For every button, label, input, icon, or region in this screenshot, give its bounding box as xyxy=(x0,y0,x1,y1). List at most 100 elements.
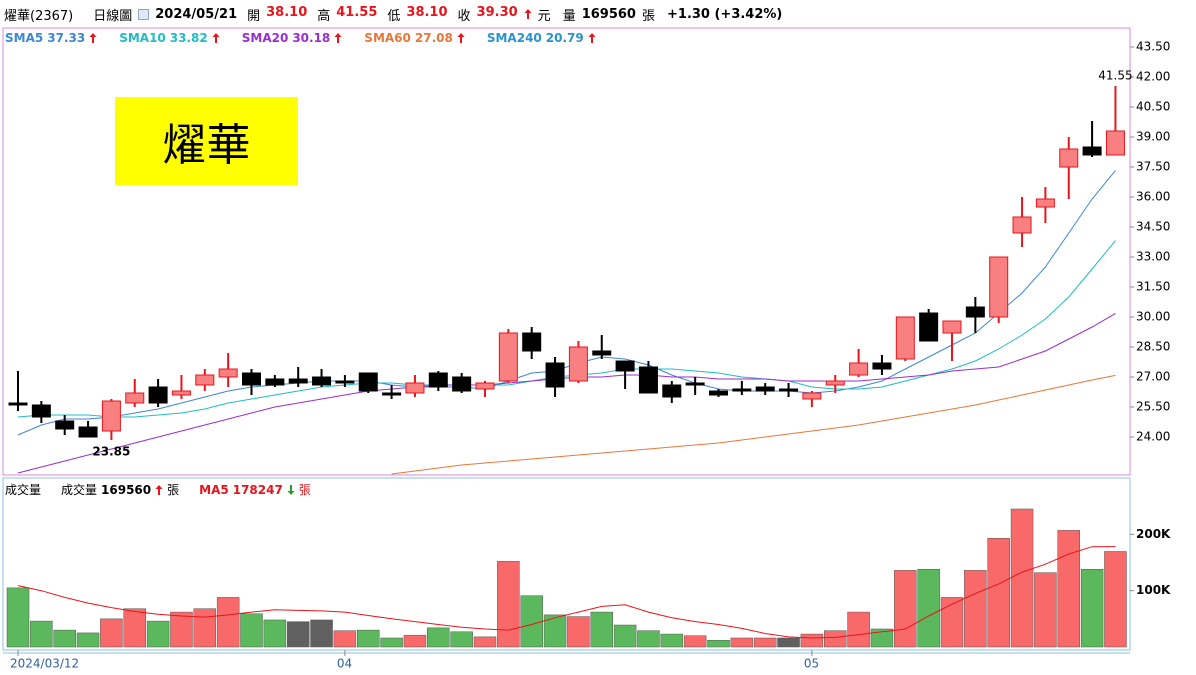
candle-body xyxy=(358,372,378,392)
volume-bar xyxy=(777,637,800,648)
volume-bar xyxy=(286,621,310,648)
volume-bar xyxy=(30,620,53,648)
legend-name: SMA20 xyxy=(241,31,289,45)
volume-bar xyxy=(473,636,497,648)
candle-body xyxy=(475,382,495,390)
volume-bar xyxy=(753,637,777,648)
candle-body xyxy=(218,368,238,378)
legend-item: SMA240 20.79 xyxy=(487,31,596,45)
legend-name: SMA240 xyxy=(486,31,542,45)
legend-name: 成交量 xyxy=(61,483,98,497)
watermark: 燿華 xyxy=(115,97,298,185)
legend-value: 30.18 xyxy=(292,31,331,45)
candle-body xyxy=(895,316,915,360)
legend-name: SMA60 xyxy=(364,31,411,45)
volume-bar xyxy=(1010,508,1034,648)
volume-ma-line xyxy=(17,546,1116,639)
candle-body xyxy=(101,400,121,432)
legend-value: 20.79 xyxy=(545,31,584,45)
legend-name: MA5 xyxy=(199,482,229,497)
candle-body xyxy=(452,376,472,392)
date: 2024/05/21 xyxy=(155,6,238,22)
volume-bar xyxy=(53,629,76,648)
period: 日線圖 xyxy=(93,8,133,24)
volume-bar xyxy=(1104,551,1127,648)
candle-body xyxy=(405,382,425,394)
stock-name: 燿華(2367) xyxy=(4,8,74,24)
change: +1.30 (+3.42%) xyxy=(667,6,783,22)
candle-body xyxy=(31,404,51,418)
x-tick-label: 04 xyxy=(337,657,352,671)
y-tick-label: 37.50 xyxy=(1136,160,1170,174)
volume-bar xyxy=(987,538,1010,648)
y-tick-label: 24.00 xyxy=(1136,430,1170,444)
candle-body xyxy=(662,384,682,398)
x-tick-label: 2024/03/12 xyxy=(10,657,79,671)
volume-bar xyxy=(1034,572,1057,648)
up-arrow xyxy=(334,33,342,43)
field-label: 收 xyxy=(457,8,471,24)
candle-body xyxy=(919,312,939,342)
volume-bar xyxy=(707,639,730,648)
candle-body xyxy=(942,320,962,334)
field-label: 高 xyxy=(317,8,331,24)
candle-body xyxy=(1012,216,1032,234)
legend-item: SMA60 27.08 xyxy=(364,31,465,45)
volume-bar xyxy=(76,632,100,648)
volume-bar xyxy=(543,614,567,648)
y-tick-label: 25.50 xyxy=(1136,400,1170,414)
candle-body xyxy=(312,376,332,386)
legend-item: SMA10 33.82 xyxy=(119,31,220,45)
y-tick-label: 42.00 xyxy=(1136,70,1170,84)
volume-bar xyxy=(333,630,357,648)
candle-body xyxy=(125,392,145,404)
candle-body xyxy=(1082,146,1102,156)
legend-item: SMA20 30.18 xyxy=(242,31,343,45)
candle-body xyxy=(78,426,98,438)
y-tick-label: 33.00 xyxy=(1136,250,1170,264)
header: 燿華(2367) 日線圖 2024/05/21 開 38.10 高 41.55 低 38.… xyxy=(4,4,782,24)
volume-bar xyxy=(100,618,123,648)
legend-unit: 張 xyxy=(298,483,311,497)
volume-bar xyxy=(940,597,964,648)
volume-bar xyxy=(123,608,146,648)
y-tick-label: 27.00 xyxy=(1136,370,1170,384)
volume-bar xyxy=(357,629,380,648)
field-value: 38.10 xyxy=(266,4,308,20)
volume-bar xyxy=(660,633,684,648)
up-arrow xyxy=(588,33,596,43)
y-tick-label: 40.50 xyxy=(1136,100,1170,114)
candle-body xyxy=(428,372,448,388)
ma-line xyxy=(17,312,1116,474)
volume-bar xyxy=(497,561,520,648)
candle-body xyxy=(265,378,285,386)
volume-bar xyxy=(917,569,940,648)
candle-body xyxy=(498,332,518,382)
volume-panel xyxy=(2,477,1131,651)
volume-bar xyxy=(1080,569,1104,648)
candle-body xyxy=(382,392,402,396)
candle-body xyxy=(568,346,588,382)
volume-legend: 成交量 成交量 169560 張 MA5 178247 張 xyxy=(5,481,325,498)
candle-body xyxy=(242,372,261,386)
volume-bar xyxy=(847,611,870,648)
candle-body xyxy=(592,350,612,356)
volume-bar xyxy=(800,633,824,648)
price-plot xyxy=(8,86,1125,475)
volume-bar xyxy=(427,627,450,648)
candle-body xyxy=(522,332,542,352)
volume-bar xyxy=(964,570,987,648)
legend-value: 169560 xyxy=(101,482,152,497)
legend-item: 成交量 169560 張 xyxy=(61,481,179,498)
up-arrow xyxy=(212,33,220,43)
candle-body xyxy=(965,306,985,318)
price-panel xyxy=(2,27,1131,476)
candle-body xyxy=(825,380,845,386)
y-tick-label: 34.50 xyxy=(1136,220,1170,234)
volume-bar xyxy=(730,637,754,648)
min-label: 23.85 xyxy=(92,445,130,459)
candle-body xyxy=(872,362,892,370)
candle-body xyxy=(288,378,308,384)
field-label: 開 xyxy=(247,8,261,24)
